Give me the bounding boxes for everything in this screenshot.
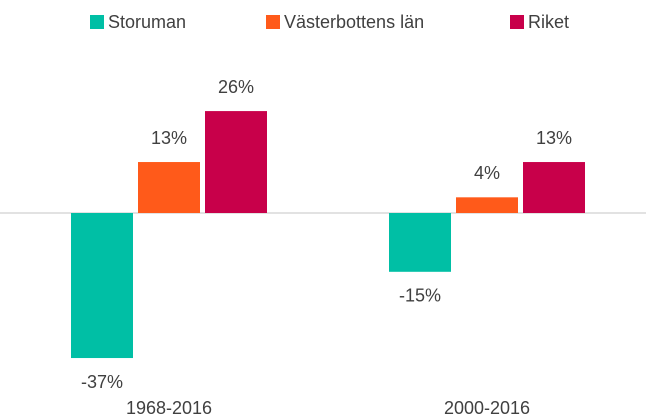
bar — [138, 162, 200, 213]
bar — [456, 197, 518, 213]
data-label: -37% — [81, 372, 123, 392]
bar — [389, 213, 451, 272]
bar — [205, 111, 267, 213]
data-label: -15% — [399, 286, 441, 306]
data-label: 13% — [151, 128, 187, 148]
data-label: 4% — [474, 163, 500, 183]
legend-swatch — [510, 15, 524, 29]
data-label: 13% — [536, 128, 572, 148]
bar — [523, 162, 585, 213]
data-label: 26% — [218, 77, 254, 97]
x-tick-label: 1968-2016 — [126, 398, 212, 418]
legend-label: Västerbottens län — [284, 12, 424, 32]
legend-swatch — [90, 15, 104, 29]
x-tick-label: 2000-2016 — [444, 398, 530, 418]
legend-label: Riket — [528, 12, 569, 32]
bar — [71, 213, 133, 359]
legend-label: Storuman — [108, 12, 186, 32]
legend-swatch — [266, 15, 280, 29]
